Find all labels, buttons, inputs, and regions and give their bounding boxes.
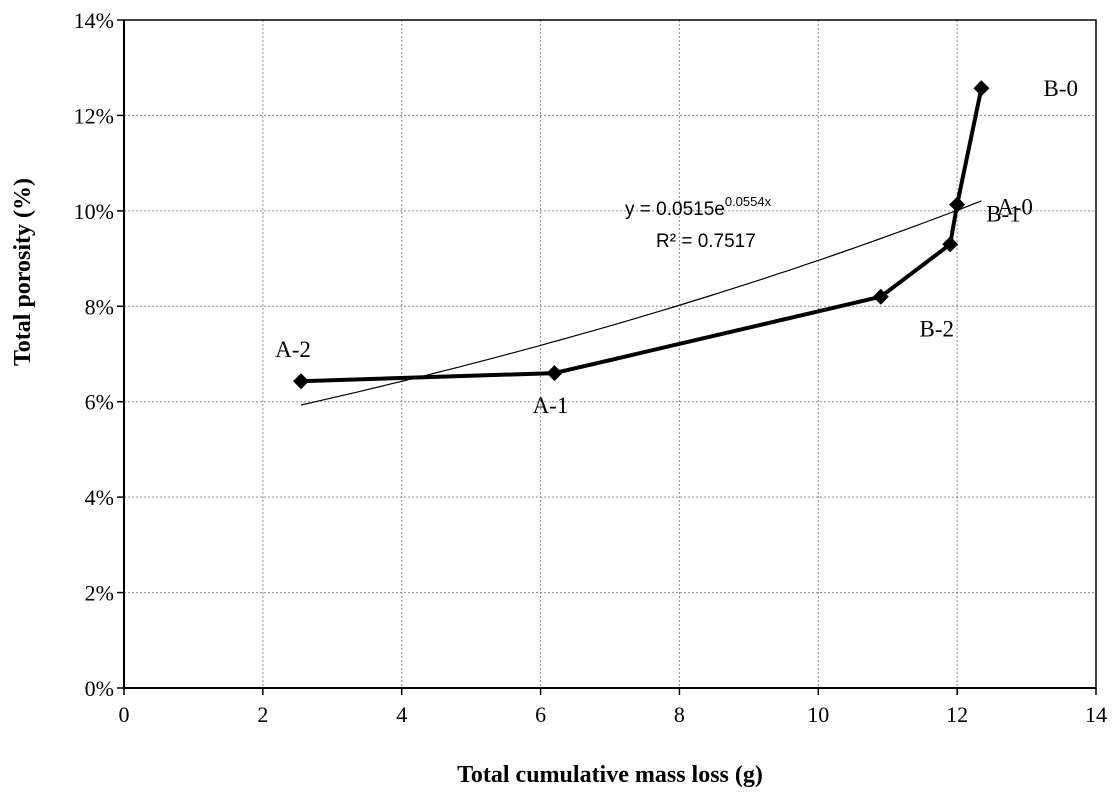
x-tick-label: 10: [807, 702, 829, 727]
y-tick-label: 0%: [85, 676, 114, 701]
data-point-marker: [973, 80, 990, 97]
x-tick-label: 0: [119, 702, 130, 727]
x-tick-label: 6: [535, 702, 546, 727]
data-point-label: B-0: [1043, 76, 1078, 101]
data-point-label: A-0: [997, 195, 1033, 220]
x-tick-label: 4: [396, 702, 407, 727]
grid: [124, 20, 1096, 688]
data-point-label: B-2: [920, 317, 955, 342]
data-series: [293, 80, 990, 390]
point-labels: A-2 A-1 B-2 B-1A-0 B-0: [275, 76, 1078, 418]
y-tick-label: 10%: [74, 199, 114, 224]
data-point-marker: [293, 373, 310, 390]
x-axis-title: Total cumulative mass loss (g): [457, 762, 763, 788]
data-point-marker: [949, 196, 966, 213]
data-point-label: A-1: [533, 393, 569, 418]
trendline-equation: y = 0.0515e0.0554x: [625, 194, 772, 220]
y-tick-label: 14%: [74, 8, 114, 33]
data-point-label: A-2: [275, 337, 311, 362]
x-tick-label: 12: [946, 702, 968, 727]
y-axis-title: Total porosity (%): [10, 178, 36, 366]
data-point-label: B-1: [986, 201, 1021, 226]
series-line: [300, 87, 984, 384]
y-tick-label: 2%: [85, 581, 114, 606]
axes: [117, 19, 1097, 695]
tick-labels: 0 2 4 6 8 10 12 14 0% 2% 4% 6% 8% 10% 12% 14%: [74, 8, 1107, 727]
x-tick-label: 14: [1085, 702, 1107, 727]
data-point-marker: [942, 236, 959, 253]
plot-frame: [123, 19, 1097, 689]
y-tick-label: 12%: [74, 103, 114, 128]
x-tick-label: 2: [257, 702, 268, 727]
trendline-r2: R² = 0.7517: [656, 231, 756, 252]
y-tick-label: 4%: [85, 485, 114, 510]
y-tick-label: 8%: [85, 294, 114, 319]
data-point-marker: [872, 288, 889, 305]
data-point-marker: [546, 365, 563, 382]
x-tick-label: 8: [674, 702, 685, 727]
y-tick-label: 6%: [85, 390, 114, 415]
